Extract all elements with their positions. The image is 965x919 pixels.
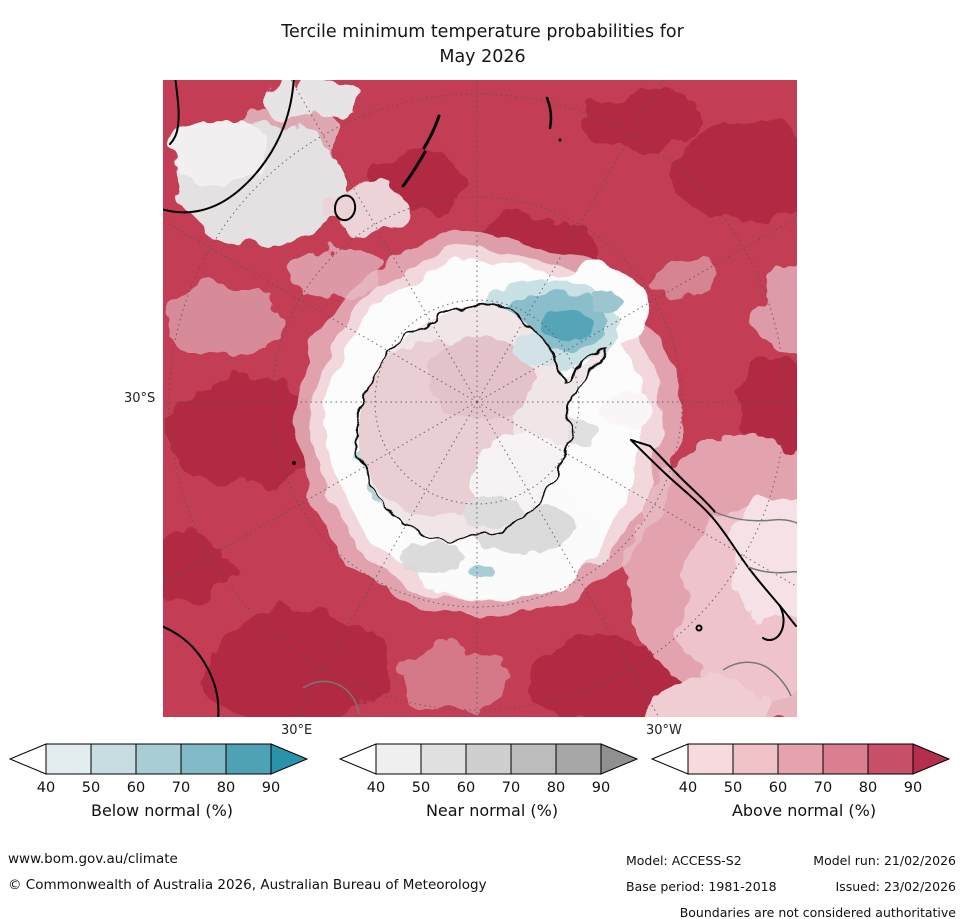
antarctica-coastline — [357, 303, 609, 543]
legend-tick: 60 — [127, 780, 145, 796]
graticule — [163, 80, 797, 717]
legend-tick: 90 — [904, 780, 922, 796]
legend-cell — [777, 743, 824, 775]
legend-cell — [555, 743, 602, 775]
legend-cell — [600, 743, 639, 775]
legend-cell — [375, 743, 422, 775]
legend-tick: 70 — [172, 780, 190, 796]
legend-label-below-normal: Below normal (%) — [90, 801, 234, 820]
legend-tick: 60 — [769, 780, 787, 796]
legend-cell — [465, 743, 512, 775]
legend-tick: 80 — [217, 780, 235, 796]
map-south-america-region — [628, 435, 797, 717]
footer-model-run: Model run: 21/02/2026 — [813, 853, 956, 868]
legend-cell — [867, 743, 914, 775]
legend-cell — [338, 743, 377, 775]
footer-model: Model: ACCESS-S2 — [626, 853, 742, 868]
legend-cell — [510, 743, 557, 775]
coastlines — [163, 80, 797, 717]
legend-cell — [225, 743, 272, 775]
footer-website: www.bom.gov.au/climate — [8, 851, 178, 867]
title-line-2: May 2026 — [439, 46, 526, 67]
legend-cell — [45, 743, 92, 775]
footer-base-period: Base period: 1981-2018 — [626, 879, 777, 894]
legend-cell — [8, 743, 47, 775]
legend-cell — [420, 743, 467, 775]
map-topleft-pale-region — [166, 80, 410, 247]
legend-cell — [732, 743, 779, 775]
footer-left: www.bom.gov.au/climate © Commonwealth of… — [8, 851, 487, 893]
legend-cell — [650, 743, 689, 775]
legend-cell — [135, 743, 182, 775]
legend-label-near-normal: Near normal (%) — [425, 801, 559, 820]
chart-title: Tercile minimum temperature probabilitie… — [0, 20, 965, 70]
map-figure — [163, 80, 797, 717]
footer-right: Model: ACCESS-S2 Model run: 21/02/2026 B… — [626, 853, 956, 919]
title-line-1: Tercile minimum temperature probabilitie… — [281, 22, 684, 42]
legend-below-normal: 40 50 60 70 80 90 Below normal (%) — [6, 742, 318, 820]
lon-label-30w: 30°W — [646, 723, 682, 738]
legend-above-normal: 40 50 60 70 80 90 Above normal (%) — [648, 742, 960, 820]
lat-label-30s: 30°S — [124, 391, 156, 406]
legend-tick: 70 — [502, 780, 520, 796]
legend-tick: 50 — [724, 780, 742, 796]
legend-tick: 70 — [814, 780, 832, 796]
legend-bar-container: 40 50 60 70 80 90 — [336, 742, 648, 800]
legend-cell — [90, 743, 137, 775]
legend-bar-container: 40 50 60 70 80 90 — [648, 742, 960, 800]
footer-disclaimer: Boundaries are not considered authoritat… — [679, 905, 956, 919]
legend-cell — [180, 743, 227, 775]
legend-bar-below-normal: 40 50 60 70 80 90 — [8, 743, 309, 796]
legend-near-normal: 40 50 60 70 80 90 Near normal (%) — [336, 742, 648, 820]
legend-tick: 90 — [592, 780, 610, 796]
footer-copyright: © Commonwealth of Australia 2026, Austra… — [8, 877, 487, 893]
legend-tick: 60 — [457, 780, 475, 796]
legend-label-above-normal: Above normal (%) — [731, 801, 877, 820]
legend-tick: 40 — [367, 780, 385, 796]
legend-bar-above-normal: 40 50 60 70 80 90 — [650, 743, 951, 796]
legend-bar-near-normal: 40 50 60 70 80 90 — [338, 743, 639, 796]
legend-tick: 40 — [37, 780, 55, 796]
legend-tick: 50 — [82, 780, 100, 796]
legend-bar-container: 40 50 60 70 80 90 — [6, 742, 318, 800]
legend-cell — [687, 743, 734, 775]
legend-cell — [822, 743, 869, 775]
legend-cell — [270, 743, 309, 775]
legend-tick: 50 — [412, 780, 430, 796]
footer-issued: Issued: 23/02/2026 — [835, 879, 957, 894]
legend-tick: 80 — [547, 780, 565, 796]
legend-tick: 80 — [859, 780, 877, 796]
map-canvas — [163, 80, 797, 717]
lon-label-30e: 30°E — [281, 723, 313, 738]
legend-cell — [912, 743, 951, 775]
legend-tick: 90 — [262, 780, 280, 796]
gray-boundaries — [302, 511, 797, 715]
legend-tick: 40 — [679, 780, 697, 796]
